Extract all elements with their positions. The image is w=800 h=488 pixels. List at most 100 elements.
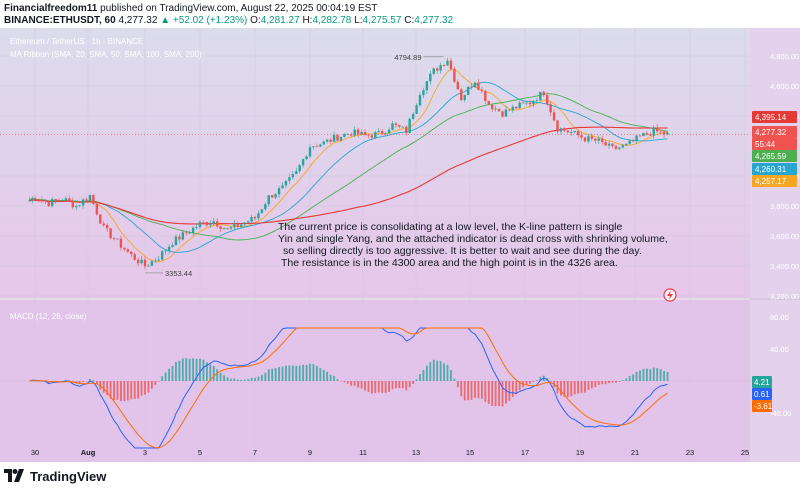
price-tick-label: 3,200.00: [770, 292, 799, 301]
macd-tick-label: 80.00: [770, 313, 789, 322]
macd-histogram-bar: [391, 381, 394, 390]
candle-body: [329, 139, 332, 142]
candle-body: [229, 227, 233, 229]
candle-body: [353, 129, 356, 136]
candle-body: [95, 203, 99, 215]
macd-histogram-bar: [587, 381, 590, 391]
open-label: O:: [250, 15, 261, 26]
candle-body: [44, 200, 47, 202]
candle-body: [140, 259, 143, 264]
macd-histogram-bar: [340, 381, 342, 382]
macd-histogram-bar: [288, 365, 291, 381]
publisher-name[interactable]: Financialfreedom11: [4, 3, 98, 14]
macd-histogram-bar: [85, 381, 88, 382]
candle-body: [460, 89, 463, 101]
macd-histogram-bar: [628, 375, 631, 381]
candle-body: [515, 106, 518, 109]
price-badge-label: 4,395.14: [755, 113, 787, 122]
time-tick-label: 5: [198, 448, 202, 457]
macd-histogram-bar: [274, 368, 277, 381]
time-tick-label: 19: [576, 448, 584, 457]
macd-histogram-bar: [295, 365, 298, 381]
candle-body: [477, 82, 480, 90]
macd-histogram-bar: [618, 381, 621, 382]
high-annotation: 4794.89: [394, 53, 421, 62]
candle-body: [116, 238, 119, 240]
macd-histogram-bar: [260, 374, 263, 381]
low-annotation: 3353.44: [165, 269, 192, 278]
macd-histogram-bar: [150, 381, 153, 389]
time-tick-label: 23: [686, 448, 694, 457]
chart-area[interactable]: 4,800.004,600.004,400.004,000.003,800.00…: [0, 28, 800, 462]
time-tick-label: 7: [253, 448, 257, 457]
macd-histogram-bar: [635, 371, 638, 381]
macd-histogram-bar: [82, 381, 85, 383]
macd-histogram-bar: [529, 381, 531, 384]
candle-body: [308, 147, 312, 157]
macd-histogram-bar: [570, 381, 573, 397]
macd-histogram-bar: [329, 374, 332, 381]
candle-body: [594, 138, 597, 141]
macd-histogram-bar: [560, 381, 562, 396]
candle-body: [171, 245, 174, 247]
candle-body: [604, 142, 607, 146]
price-tick-label: 4,600.00: [770, 82, 799, 91]
price-chart[interactable]: 4,800.004,600.004,400.004,000.003,800.00…: [0, 28, 800, 462]
candle-body: [274, 194, 277, 198]
candle-body: [649, 134, 652, 136]
macd-histogram-bar: [106, 381, 109, 396]
macd-histogram-bar: [195, 358, 198, 381]
macd-histogram-bar: [649, 369, 652, 381]
tradingview-brand[interactable]: TradingView: [30, 468, 107, 484]
candle-body: [295, 171, 298, 175]
macd-histogram-bar: [539, 376, 542, 381]
candle-body: [611, 143, 614, 147]
macd-histogram-bar: [491, 381, 494, 407]
candle-body: [195, 226, 198, 228]
candle-body: [319, 144, 322, 147]
macd-histogram-bar: [178, 360, 181, 381]
candle-body: [535, 100, 539, 102]
time-tick-label: 3: [143, 448, 147, 457]
macd-histogram-bar: [611, 381, 614, 383]
price-tick-label: 3,800.00: [770, 202, 799, 211]
macd-histogram-bar: [257, 376, 260, 381]
tradingview-logo-icon: [4, 469, 24, 482]
macd-histogram-bar: [401, 381, 404, 389]
annotation-line-4: The resistance is in the 4300 area and t…: [281, 257, 618, 269]
macd-histogram-bar: [532, 381, 535, 382]
candle-body: [377, 131, 380, 133]
candle-body: [305, 156, 308, 160]
macd-histogram-bar: [219, 372, 222, 381]
candle-body: [453, 68, 456, 82]
macd-histogram-bar: [109, 381, 112, 399]
price-badge-label: 4,265.59: [755, 152, 787, 161]
flash-icon[interactable]: [663, 288, 677, 302]
price-change: ▲ +52.02 (+1.23%): [160, 15, 248, 26]
ma-ribbon-legend: MA Ribbon (SMA, 20, SMA, 50, SMA, 100, S…: [10, 50, 202, 59]
macd-tick-label: -40.00: [770, 409, 791, 418]
candle-body: [236, 223, 240, 227]
macd-histogram-bar: [346, 381, 349, 384]
macd-histogram-bar: [240, 379, 243, 381]
macd-histogram-bar: [185, 358, 188, 381]
macd-histogram-bar: [233, 378, 236, 381]
macd-histogram-bar: [419, 374, 421, 381]
candle-body: [422, 90, 425, 96]
macd-histogram-bar: [285, 365, 287, 381]
candle-body: [47, 201, 50, 207]
time-tick-label: 17: [521, 448, 529, 457]
candle-body: [480, 89, 484, 92]
signal-line: [29, 327, 668, 449]
macd-histogram-bar: [92, 380, 95, 381]
candle-body: [68, 198, 71, 202]
macd-histogram-bar: [360, 381, 363, 389]
candle-body: [497, 108, 501, 112]
macd-histogram-bar: [192, 358, 195, 381]
candle-body: [301, 159, 305, 166]
candle-body: [552, 112, 556, 121]
macd-histogram-bar: [656, 368, 659, 381]
macd-histogram-bar: [161, 376, 164, 381]
candle-body: [573, 130, 576, 133]
macd-histogram-bar: [463, 381, 466, 401]
